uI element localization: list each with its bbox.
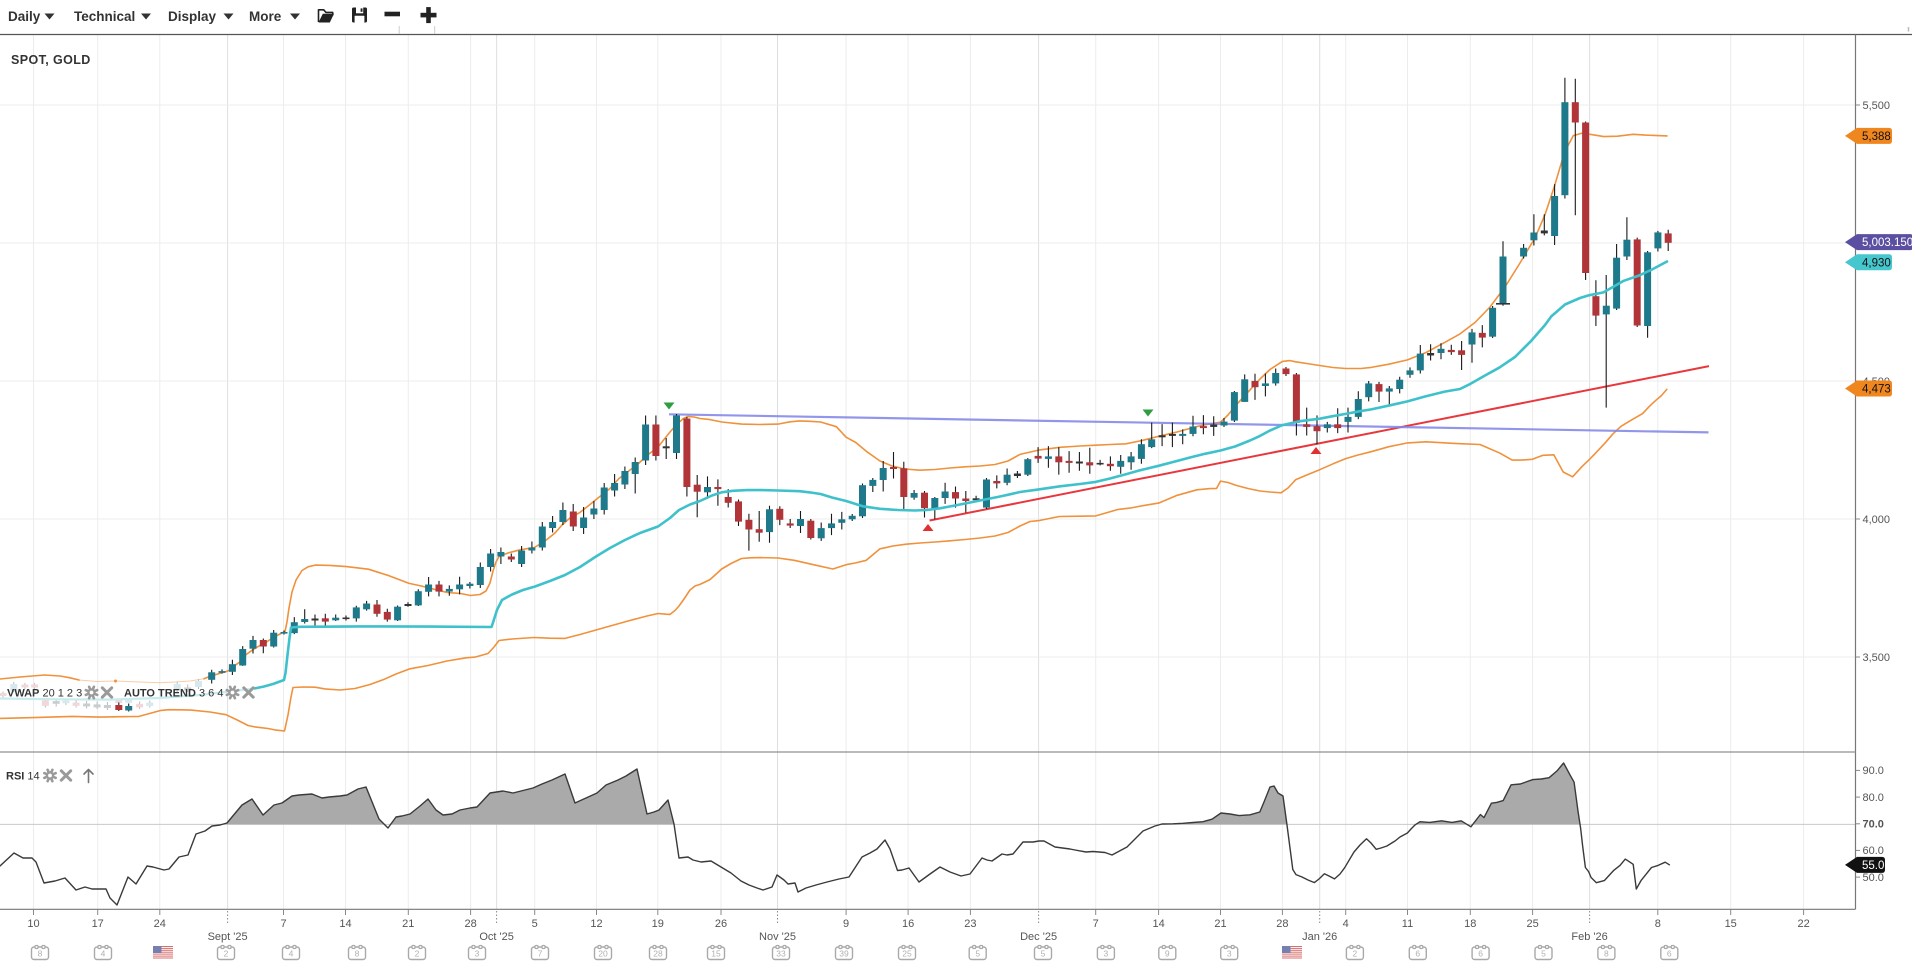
svg-text:RSI 14: RSI 14 [6,771,40,783]
svg-text:Daily: Daily [8,9,41,24]
svg-text:SPOT, GOLD: SPOT, GOLD [11,53,91,67]
svg-text:14: 14 [339,918,351,930]
svg-text:6: 6 [1415,949,1420,959]
svg-text:Jan '26: Jan '26 [1302,931,1337,943]
svg-text:21: 21 [1214,918,1226,930]
svg-text:23: 23 [964,918,976,930]
svg-text:28: 28 [1276,918,1288,930]
svg-text:28: 28 [653,949,663,959]
svg-text:Display: Display [168,9,217,24]
svg-text:5,388: 5,388 [1862,131,1891,143]
svg-text:25: 25 [902,949,912,959]
svg-text:Dec '25: Dec '25 [1020,931,1057,943]
svg-text:3: 3 [475,949,480,959]
svg-text:55.0: 55.0 [1862,860,1884,872]
svg-text:5: 5 [1541,949,1546,959]
svg-text:6: 6 [1478,949,1483,959]
svg-text:8: 8 [1604,949,1609,959]
svg-text:5,003.150: 5,003.150 [1862,237,1912,249]
svg-text:6: 6 [1667,949,1672,959]
svg-text:17: 17 [92,918,104,930]
svg-text:5: 5 [1041,949,1046,959]
svg-text:Sept '25: Sept '25 [208,931,248,943]
svg-text:2: 2 [415,949,420,959]
svg-text:14: 14 [1152,918,1164,930]
svg-text:9: 9 [843,918,849,930]
svg-text:80.0: 80.0 [1863,792,1884,804]
svg-text:10: 10 [27,918,39,930]
svg-text:11: 11 [1402,918,1413,930]
svg-text:70.0: 70.0 [1863,819,1884,831]
svg-text:22: 22 [1797,918,1809,930]
svg-text:5,500: 5,500 [1863,100,1891,112]
svg-text:3,500: 3,500 [1863,652,1891,664]
svg-text:Technical: Technical [74,9,135,24]
svg-text:4,473: 4,473 [1862,384,1891,396]
svg-text:21: 21 [402,918,414,930]
svg-text:24: 24 [154,918,166,930]
svg-text:20: 20 [598,949,608,959]
svg-text:VWAP 20 1 2 3: VWAP 20 1 2 3 [7,688,82,700]
svg-text:19: 19 [652,918,664,930]
svg-text:8: 8 [355,949,360,959]
svg-text:More: More [249,9,282,24]
svg-text:4: 4 [101,949,106,959]
svg-text:5: 5 [532,918,538,930]
svg-text:Oct '25: Oct '25 [479,931,514,943]
svg-text:2: 2 [224,949,229,959]
svg-text:15: 15 [711,949,721,959]
svg-text:9: 9 [1165,949,1170,959]
svg-text:4: 4 [1343,918,1349,930]
svg-text:4: 4 [289,949,294,959]
svg-text:3: 3 [1104,949,1109,959]
svg-text:4,000: 4,000 [1863,514,1891,526]
svg-text:2: 2 [1353,949,1358,959]
svg-text:15: 15 [1725,918,1737,930]
svg-text:90.0: 90.0 [1863,765,1884,777]
svg-text:7: 7 [280,918,286,930]
svg-text:Nov '25: Nov '25 [759,931,796,943]
svg-text:4,930: 4,930 [1862,257,1891,269]
svg-text:AUTO TREND 3 6 4: AUTO TREND 3 6 4 [124,688,223,700]
svg-text:18: 18 [1464,918,1476,930]
svg-text:7: 7 [538,949,543,959]
svg-text:3: 3 [1227,949,1232,959]
svg-text:25: 25 [1526,918,1538,930]
svg-text:5: 5 [975,949,980,959]
svg-text:50.0: 50.0 [1863,872,1884,884]
svg-text:7: 7 [1093,918,1099,930]
svg-text:16: 16 [902,918,914,930]
svg-text:12: 12 [590,918,602,930]
svg-text:39: 39 [839,949,849,959]
svg-text:33: 33 [776,949,786,959]
svg-text:60.0: 60.0 [1863,845,1884,857]
svg-text:26: 26 [715,918,727,930]
svg-text:Feb '26: Feb '26 [1571,931,1607,943]
svg-text:8: 8 [38,949,43,959]
svg-text:8: 8 [1655,918,1661,930]
svg-text:28: 28 [464,918,476,930]
